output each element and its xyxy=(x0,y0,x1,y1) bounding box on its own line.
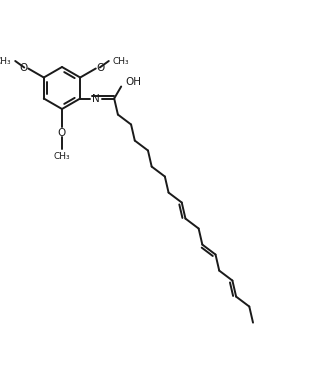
Text: OH: OH xyxy=(125,76,141,87)
Text: CH₃: CH₃ xyxy=(0,56,11,65)
Text: CH₃: CH₃ xyxy=(54,151,70,160)
Text: O: O xyxy=(19,62,28,73)
Text: O: O xyxy=(97,62,105,73)
Text: O: O xyxy=(58,128,66,138)
Text: N: N xyxy=(92,94,100,103)
Text: CH₃: CH₃ xyxy=(113,56,129,65)
